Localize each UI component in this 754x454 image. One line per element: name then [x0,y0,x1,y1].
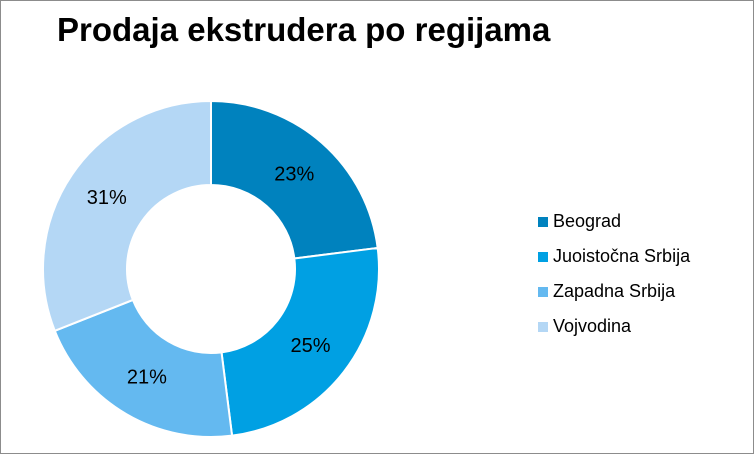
legend-label: Beograd [553,211,622,231]
slice-beograd [210,99,379,260]
legend-swatch [538,321,548,332]
data-label-zapadna-srbija: 21% [127,366,167,388]
legend-item-zapadna-srbija: Zapadna Srbija [538,274,690,309]
legend-swatch [538,286,548,297]
legend-label: Zapadna Srbija [553,281,676,301]
legend-item-juoistocna-srbija: Juoistočna Srbija [538,239,690,274]
slice-labels: 23% 25% 21% 31% [87,163,331,388]
slice-zapadna-srbija [53,298,234,438]
slice-juoistocna-srbija [220,246,380,437]
legend-item-vojvodina: Vojvodina [538,309,690,344]
legend-swatch [538,216,548,227]
legend-swatch [538,251,548,262]
legend: Beograd Juoistočna Srbija Zapadna Srbija Vo… [538,204,690,344]
legend-item-beograd: Beograd [538,204,690,239]
legend-label: Juoistočna Srbija [553,246,691,266]
slice-vojvodina [42,99,212,333]
data-label-juoistocna-srbija: 25% [291,335,331,357]
donut-slices [42,99,380,438]
data-label-vojvodina: 31% [87,187,127,209]
data-label-beograd: 23% [274,163,314,185]
chart-title: Prodaja ekstrudera po regijama [57,11,551,48]
legend-label: Vojvodina [553,316,632,336]
